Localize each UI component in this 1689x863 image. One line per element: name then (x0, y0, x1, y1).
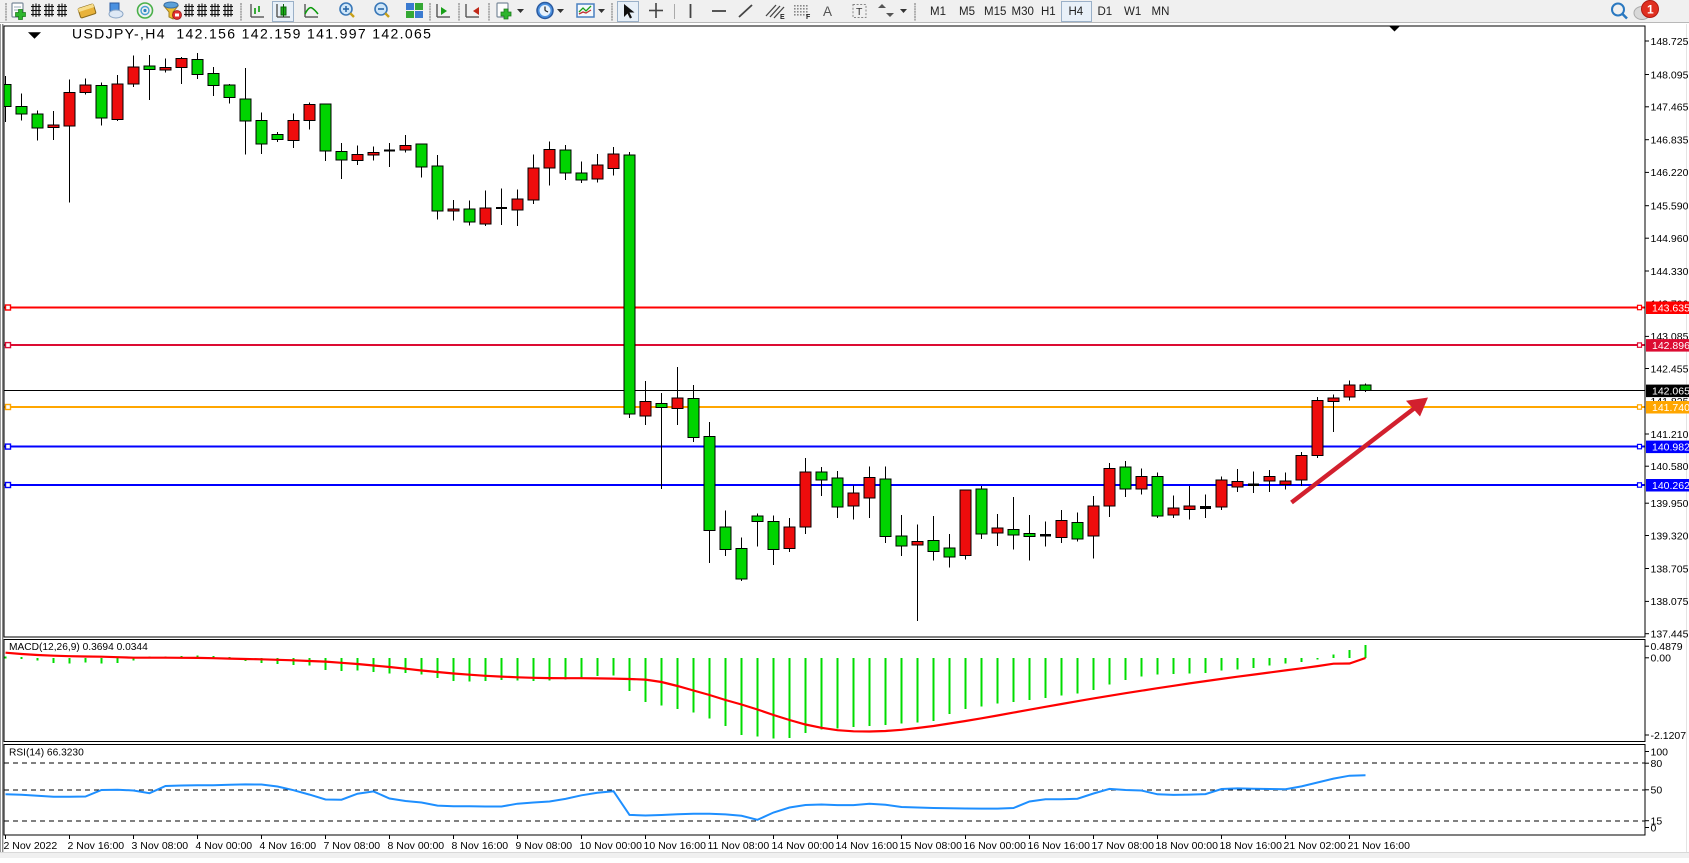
svg-text:21 Nov 02:00: 21 Nov 02:00 (1284, 840, 1347, 852)
svg-text:4 Nov 16:00: 4 Nov 16:00 (260, 840, 317, 852)
svg-text:142.065: 142.065 (1652, 385, 1689, 397)
svg-text:A: A (823, 4, 832, 19)
svg-text:0.00: 0.00 (1651, 653, 1672, 665)
svg-text:MACD(12,26,9) 0.3694 0.0344: MACD(12,26,9) 0.3694 0.0344 (9, 642, 148, 653)
svg-text:8 Nov 00:00: 8 Nov 00:00 (388, 840, 445, 852)
svg-text:143.635: 143.635 (1652, 302, 1689, 314)
svg-text:4 Nov 00:00: 4 Nov 00:00 (196, 840, 253, 852)
svg-text:140.262: 140.262 (1652, 480, 1689, 492)
svg-text:E: E (780, 14, 785, 21)
svg-text:M5: M5 (959, 6, 975, 18)
svg-text:M30: M30 (1012, 6, 1034, 18)
svg-text:F: F (806, 14, 811, 21)
svg-text:2 Nov 2022: 2 Nov 2022 (4, 840, 58, 852)
svg-text:15 Nov 08:00: 15 Nov 08:00 (900, 840, 963, 852)
svg-text:M15: M15 (984, 6, 1006, 18)
svg-text:139.950: 139.950 (1651, 498, 1689, 510)
svg-text:141.740: 141.740 (1652, 402, 1689, 414)
svg-text:H4: H4 (1069, 6, 1084, 18)
svg-text:142.896: 142.896 (1652, 340, 1689, 352)
svg-text:14 Nov 16:00: 14 Nov 16:00 (836, 840, 899, 852)
svg-text:137.445: 137.445 (1651, 629, 1689, 641)
svg-text:7 Nov 08:00: 7 Nov 08:00 (324, 840, 381, 852)
svg-text:8 Nov 16:00: 8 Nov 16:00 (452, 840, 509, 852)
svg-text:10 Nov 00:00: 10 Nov 00:00 (580, 840, 643, 852)
svg-text:100: 100 (1651, 746, 1669, 758)
svg-text:M1: M1 (930, 6, 946, 18)
svg-text:1: 1 (1647, 3, 1654, 17)
svg-text:RSI(14) 66.3230: RSI(14) 66.3230 (9, 748, 84, 759)
svg-text:11 Nov 08:00: 11 Nov 08:00 (708, 840, 770, 852)
svg-text:139.320: 139.320 (1651, 530, 1689, 542)
svg-text:16 Nov 00:00: 16 Nov 00:00 (964, 840, 1027, 852)
svg-text:21 Nov 16:00: 21 Nov 16:00 (1348, 840, 1411, 852)
svg-text:144.330: 144.330 (1651, 266, 1689, 278)
svg-text:USDJPY-,H4 142.156 142.159 14: USDJPY-,H4 142.156 142.159 141.997 142.0… (72, 26, 432, 42)
svg-text:138.705: 138.705 (1651, 563, 1689, 575)
svg-text:D1: D1 (1098, 6, 1113, 18)
svg-text:50: 50 (1651, 785, 1663, 797)
svg-text:2 Nov 16:00: 2 Nov 16:00 (68, 840, 125, 852)
svg-text:140.580: 140.580 (1651, 461, 1689, 473)
svg-text:145.590: 145.590 (1651, 201, 1689, 213)
svg-text:T: T (856, 6, 863, 18)
svg-text:15: 15 (1651, 816, 1663, 828)
svg-text:138.075: 138.075 (1651, 596, 1689, 608)
svg-text:9 Nov 08:00: 9 Nov 08:00 (516, 840, 573, 852)
svg-text:0: 0 (1651, 822, 1657, 834)
svg-text:14 Nov 00:00: 14 Nov 00:00 (772, 840, 835, 852)
svg-text:146.835: 146.835 (1651, 135, 1689, 147)
svg-text:W1: W1 (1124, 6, 1141, 18)
svg-text:140.982: 140.982 (1652, 441, 1689, 453)
svg-text:10 Nov 16:00: 10 Nov 16:00 (644, 840, 707, 852)
svg-text:142.455: 142.455 (1651, 363, 1689, 375)
svg-text:18 Nov 00:00: 18 Nov 00:00 (1156, 840, 1219, 852)
svg-text:148.095: 148.095 (1651, 69, 1689, 81)
svg-text:16 Nov 16:00: 16 Nov 16:00 (1028, 840, 1091, 852)
svg-text:141.210: 141.210 (1651, 429, 1689, 441)
svg-text:17 Nov 08:00: 17 Nov 08:00 (1092, 840, 1155, 852)
svg-text:146.220: 146.220 (1651, 167, 1689, 179)
svg-text:-2.1207: -2.1207 (1651, 730, 1687, 742)
svg-text:MN: MN (1152, 6, 1170, 18)
svg-text:0.4879: 0.4879 (1651, 641, 1683, 653)
svg-text:147.465: 147.465 (1651, 102, 1689, 114)
svg-text:18 Nov 16:00: 18 Nov 16:00 (1220, 840, 1283, 852)
svg-text:3 Nov 08:00: 3 Nov 08:00 (132, 840, 189, 852)
svg-text:H1: H1 (1041, 6, 1056, 18)
svg-text:144.960: 144.960 (1651, 233, 1689, 245)
svg-text:80: 80 (1651, 758, 1663, 770)
svg-text:148.725: 148.725 (1651, 36, 1689, 48)
